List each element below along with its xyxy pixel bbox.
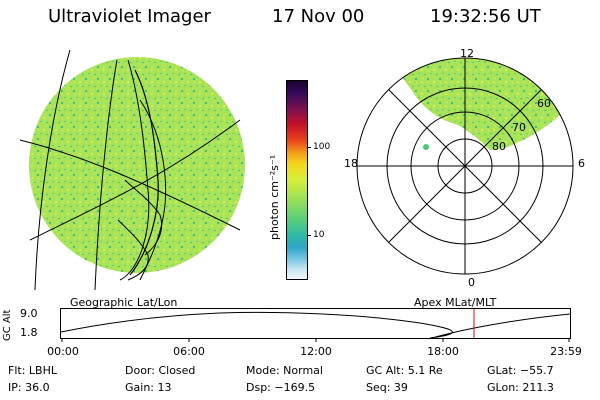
glat-value: GLat: −55.7 [487,364,554,377]
altitude-plot [60,308,571,342]
instrument-title: Ultraviolet Imager [48,6,211,27]
coastline [129,69,159,276]
time-tick-label: 12:00 [300,345,332,358]
mlat-70-label: 70 [512,121,526,134]
mlat-60-label: 60 [537,97,551,110]
time-tick-label: 06:00 [173,345,205,358]
meridian-line [94,59,118,291]
mlt-12-label: 12 [460,47,474,60]
time-tick-label: 00:00 [47,345,79,358]
time-label: 19:32:56 UT [430,6,541,27]
altitude-plot-frame [60,308,571,339]
colorbar-tick [307,235,311,236]
mlt-6-label: 6 [578,157,585,170]
coastline [117,219,149,281]
geographic-image [19,49,245,291]
coastline [119,59,150,281]
diagonal-line [388,89,542,243]
parallel-line [19,139,241,231]
coastline [124,179,163,256]
parallel-line [29,119,241,241]
glon-value: GLon: 211.3 [487,381,554,394]
emission-spot [423,144,429,150]
mlt-18-label: 18 [344,157,358,170]
gc-alt-value: GC Alt: 5.1 Re [366,364,443,377]
mlt-0-label: 0 [468,276,475,289]
earth-disk [29,57,245,273]
magnetic-subtitle: Apex MLat/MLT [414,296,497,309]
ip-value: IP: 36.0 [8,381,50,394]
geographic-subtitle: Geographic Lat/Lon [70,296,178,309]
coastline [139,99,167,281]
dsp-value: Dsp: −169.5 [246,381,316,394]
time-tick-label: 18:00 [427,345,459,358]
colorbar [286,80,308,280]
time-tick-label: 23:59 [550,345,582,358]
altitude-tick-min: 1.8 [20,326,38,339]
polar-plot [356,57,574,275]
filter-value: Flt: LBHL [8,364,57,377]
colorbar-tick-label: 10 [313,230,325,240]
colorbar-unit-label: photon cm⁻²s⁻¹ [268,154,281,240]
mode-value: Mode: Normal [246,364,323,377]
altitude-curve [60,311,571,339]
altitude-tick-max: 9.0 [20,307,38,320]
date-label: 17 Nov 00 [272,6,365,27]
colorbar-tick [307,147,311,148]
door-value: Door: Closed [125,364,196,377]
gain-value: Gain: 13 [125,381,172,394]
colorbar-tick-label: 100 [313,142,331,152]
altitude-axis-label: GC Alt [2,309,13,341]
seq-value: Seq: 39 [366,381,408,394]
mlat-80-label: 80 [492,140,506,153]
meridian-line [34,49,71,291]
